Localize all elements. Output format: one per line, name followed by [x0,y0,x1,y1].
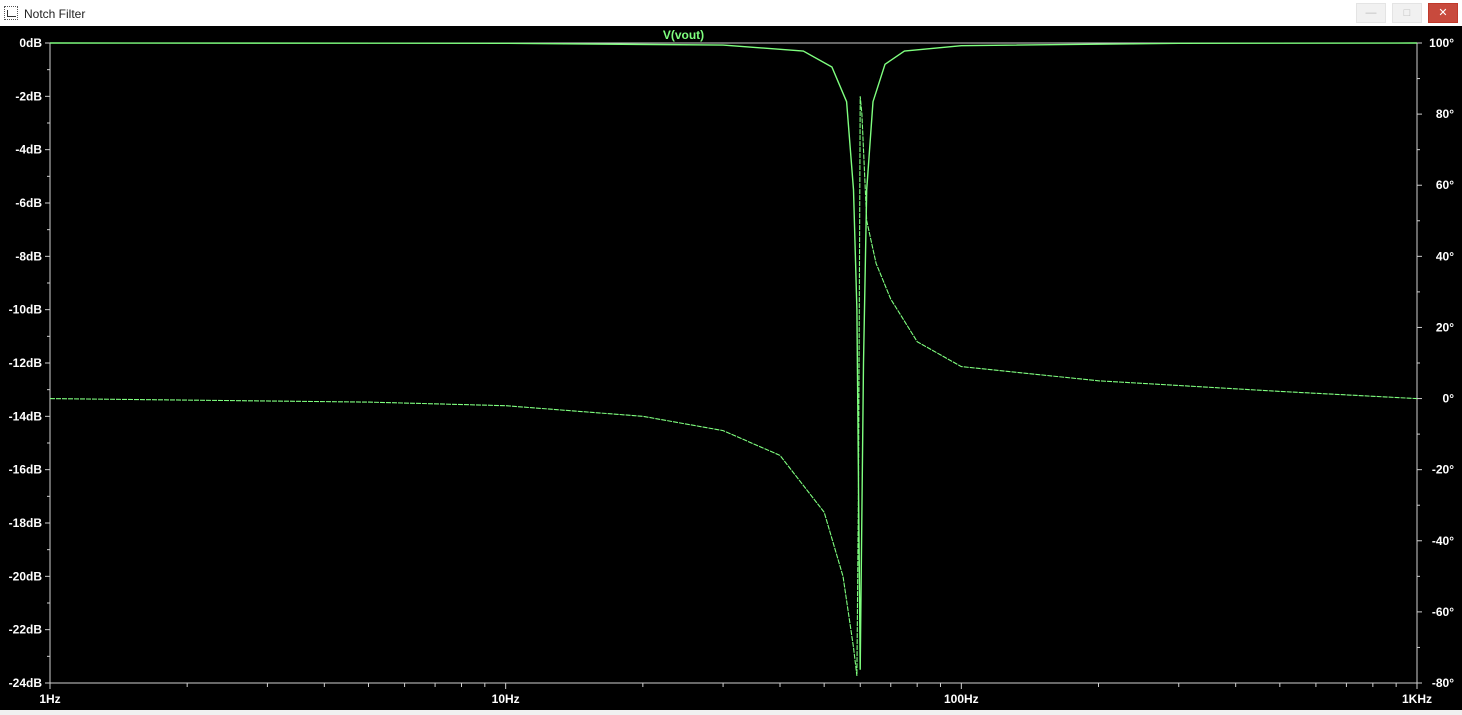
phase-trace [49,96,1418,676]
title-bar[interactable]: Notch Filter — □ ✕ [0,0,1462,26]
y-left-tick-label: 0dB [19,36,42,50]
app-icon [4,6,18,20]
magnitude-trace [49,42,1418,670]
y-left-tick-label: -2dB [15,89,42,103]
trace-title: V(vout) [663,28,704,42]
close-button[interactable]: ✕ [1428,3,1458,23]
y-right-tick-label: -60° [1432,605,1454,619]
y-left-tick-label: -10dB [9,303,43,317]
close-icon: ✕ [1438,7,1448,19]
y-right-tick-label: -20° [1432,463,1454,477]
minimize-icon: — [1365,7,1377,19]
y-right-tick-label: -80° [1432,676,1454,690]
y-right-tick-label: 80° [1436,107,1454,121]
maximize-button[interactable]: □ [1392,3,1422,23]
status-strip [0,710,1462,715]
window-title: Notch Filter [24,7,86,21]
minimize-button[interactable]: — [1356,3,1386,23]
y-left-tick-label: -20dB [9,569,43,583]
plot-frame [49,42,1418,684]
x-tick-label: 1Hz [39,692,60,706]
y-left-tick-label: -18dB [9,516,43,530]
plot-pane[interactable]: 0dB -2dB -4dB -6dB -8dB -10dB -12dB -14dB -16dB -… [0,26,1462,710]
waveform-chart[interactable]: 0dB -2dB -4dB -6dB -8dB -10dB -12dB -14dB -16dB -… [0,26,1462,710]
y-left-tick-label: -14dB [9,409,43,423]
y-left-tick-label: -16dB [9,463,43,477]
y-left-tick-label: -24dB [9,676,43,690]
y-right-tick-label: 40° [1436,249,1454,263]
y-left-tick-label: -22dB [9,623,43,637]
y-left-tick-label: -6dB [15,196,42,210]
x-tick-label: 100Hz [944,692,979,706]
y-left-tick-label: -8dB [15,249,42,263]
y-left-tick-label: -4dB [15,143,42,157]
x-tick-label: 1KHz [1402,692,1432,706]
y-right-tick-label: 60° [1436,178,1454,192]
y-right-tick-label: 20° [1436,320,1454,334]
x-tick-label: 10Hz [492,692,520,706]
y-right-tick-label: -40° [1432,534,1454,548]
maximize-icon: □ [1403,7,1411,19]
y-left-tick-label: -12dB [9,356,43,370]
y-right-tick-label: 0° [1443,392,1455,406]
y-right-tick-label: 100° [1429,36,1454,50]
